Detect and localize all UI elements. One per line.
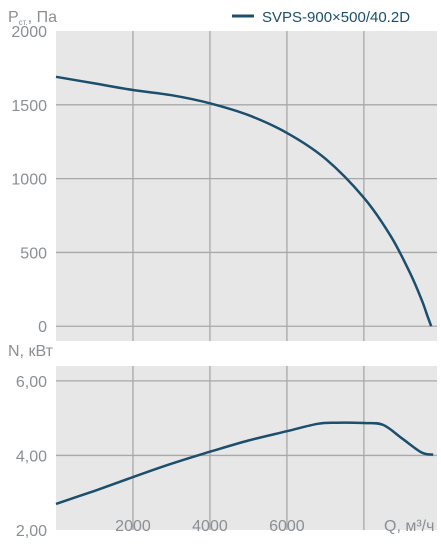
pressure-ytick-label: 1000	[11, 172, 47, 189]
pressure-grid	[56, 31, 437, 341]
pressure-ytick-label: 500	[20, 245, 47, 262]
pressure-ylabel: Pст., Па	[8, 9, 57, 27]
pressure-ylabel-main: P	[8, 9, 19, 26]
power-grid	[56, 366, 437, 530]
pressure-ytick-label: 2000	[11, 24, 47, 41]
x-tick-label: 2000	[115, 518, 151, 535]
x-tick-label: 4000	[192, 518, 228, 535]
x-tick-label: 6000	[269, 518, 305, 535]
power-ytick-label: 2,00	[16, 523, 47, 540]
power-y-ticks: 6,00 4,00 2,00	[16, 374, 47, 540]
power-ytick-label: 4,00	[16, 448, 47, 465]
pressure-ylabel-sub: ст.	[19, 18, 28, 27]
pressure-plot-area	[56, 31, 437, 341]
pressure-y-ticks: 2000 1500 1000 500 0	[11, 24, 47, 336]
pressure-ylabel-tail: , Па	[28, 9, 57, 26]
x-axis-label: Q, м³/ч	[384, 518, 434, 535]
power-ytick-label: 6,00	[16, 374, 47, 391]
pressure-ytick-label: 0	[38, 319, 47, 336]
power-x-ticks: 2000 4000 6000	[115, 518, 305, 535]
pressure-curve	[55, 75, 433, 327]
power-plot-area	[56, 366, 437, 530]
power-curve	[55, 421, 434, 506]
pressure-ytick-label: 1500	[11, 98, 47, 115]
legend-label: SVPS-900×500/40.2D	[262, 9, 410, 26]
power-ylabel: N, кВт	[8, 343, 54, 360]
